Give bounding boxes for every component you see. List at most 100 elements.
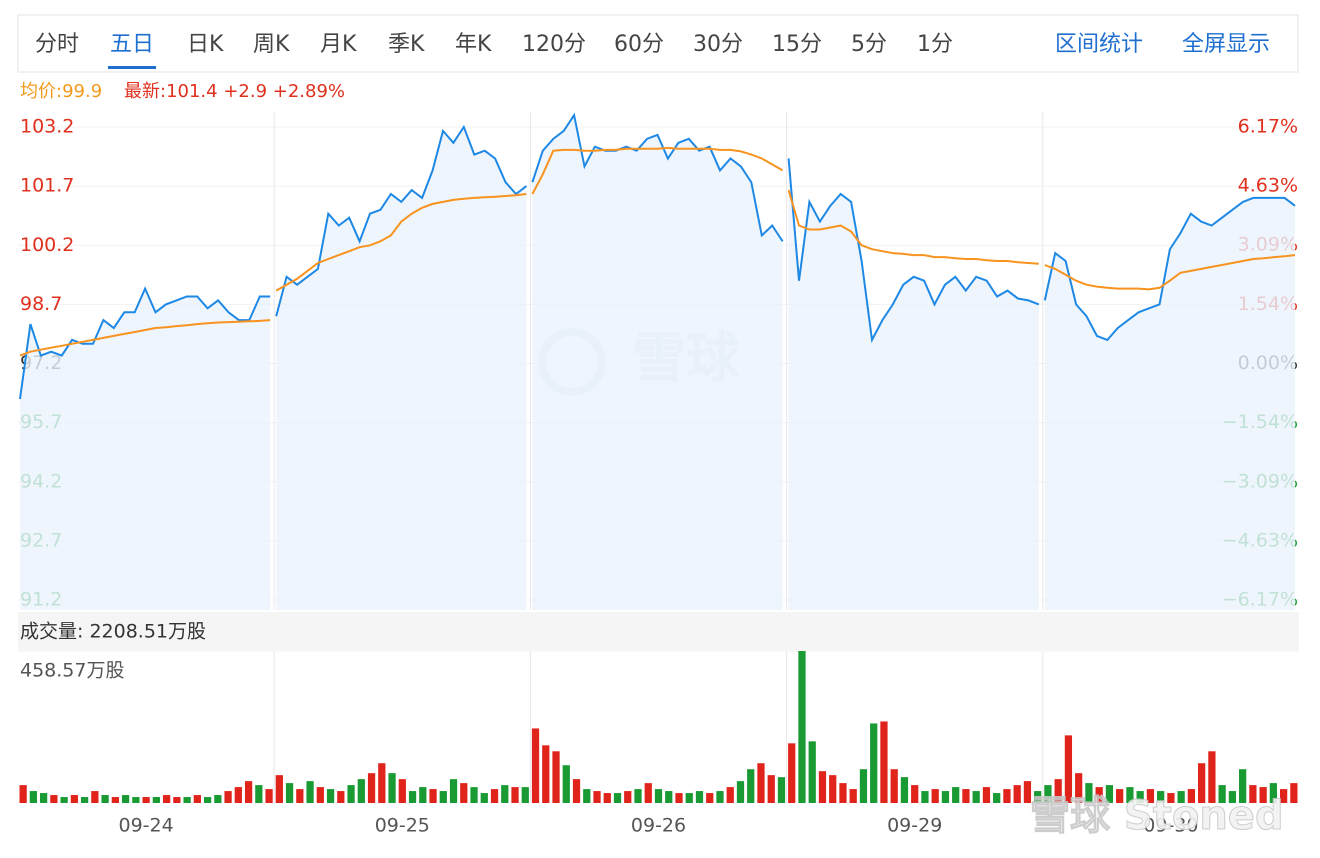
volume-bar: [685, 793, 693, 803]
volume-bar: [173, 797, 181, 803]
price-line: [19, 319, 271, 357]
volume-bar: [1136, 791, 1144, 803]
volume-bar: [29, 791, 37, 803]
x-tick-label: 09-25: [375, 815, 430, 837]
average-price: 均价:99.9: [20, 81, 102, 102]
volume-bar: [183, 797, 191, 803]
volume-bar: [931, 789, 939, 803]
volume-bar: [613, 793, 622, 803]
tab[interactable]: 季K: [388, 32, 425, 57]
volume-bar: [603, 793, 611, 803]
volume-bar: [39, 793, 48, 803]
volume-bar: [1054, 779, 1062, 803]
volume-bar: [480, 793, 488, 803]
volume-bar: [1034, 791, 1042, 803]
header-link[interactable]: 区间统计: [1055, 32, 1143, 57]
volume-bar: [880, 721, 888, 803]
volume-title: 成交量: 2208.51万股: [20, 621, 206, 643]
x-tick-label: 09-26: [631, 815, 686, 837]
volume-bar: [736, 781, 745, 803]
tab[interactable]: 30分: [693, 32, 743, 57]
volume-bar: [849, 789, 857, 803]
volume-bar: [501, 785, 509, 803]
volume-bar: [419, 787, 427, 803]
tab[interactable]: 15分: [772, 32, 822, 57]
volume-bar: [829, 775, 837, 803]
volume-bar: [337, 791, 345, 803]
volume-bar: [562, 765, 570, 803]
volume-bar: [388, 773, 396, 803]
volume-bar: [521, 787, 529, 803]
volume-bar: [1085, 783, 1093, 803]
volume-bar: [1177, 791, 1185, 803]
y-tick-label: 101.7: [20, 175, 74, 197]
price-line: [1044, 254, 1296, 291]
tab[interactable]: 60分: [614, 32, 664, 57]
price-line: [275, 193, 527, 292]
volume-bar: [962, 789, 970, 803]
tab[interactable]: 日K: [187, 32, 224, 57]
volume-bar: [644, 783, 652, 803]
volume-bar: [941, 791, 950, 803]
y-tick-label: 103.2: [20, 116, 74, 138]
tab-bar: [17, 14, 1299, 73]
tab[interactable]: 五日: [110, 32, 154, 57]
volume-bar: [706, 793, 714, 803]
volume-bar: [583, 789, 591, 803]
volume-bar: [224, 791, 232, 803]
volume-bar: [306, 781, 314, 803]
volume-bar: [665, 791, 673, 803]
header-link[interactable]: 全屏显示: [1182, 32, 1270, 57]
volume-bar: [1198, 763, 1206, 803]
price-line: [275, 124, 528, 317]
volume-bar: [121, 795, 130, 803]
price-area: [1044, 197, 1295, 610]
volume-bar: [19, 785, 27, 803]
latest-price: 最新:101.4 +2.9 +2.89%: [124, 81, 345, 102]
volume-bar: [726, 787, 734, 803]
volume-bar: [1239, 769, 1247, 803]
tab[interactable]: 周K: [253, 32, 290, 57]
volume-bar: [634, 789, 642, 803]
volume-bar: [552, 751, 560, 803]
y-tick-label: 98.7: [20, 293, 62, 315]
volume-bar: [470, 787, 478, 803]
volume-bar: [1105, 785, 1114, 803]
price-line: [19, 286, 271, 400]
volume-bar: [429, 789, 437, 803]
volume-bar: [152, 797, 160, 803]
volume-bar: [654, 789, 663, 803]
price-area: [788, 158, 1039, 610]
volume-bar: [972, 791, 980, 803]
volume-bar: [244, 781, 253, 803]
volume-bar: [952, 787, 960, 803]
volume-bar: [1259, 787, 1267, 803]
volume-bar: [1003, 789, 1011, 803]
corner-watermark: 雪球 Stoned: [1030, 793, 1284, 839]
volume-bar: [859, 769, 868, 803]
volume-bar: [593, 791, 601, 803]
volume-bar: [767, 775, 775, 803]
volume-bar: [142, 797, 150, 803]
price-line: [531, 146, 784, 195]
volume-bar: [60, 797, 68, 803]
tab[interactable]: 分时: [35, 32, 79, 57]
tab[interactable]: 年K: [455, 32, 492, 57]
price-line: [531, 112, 784, 242]
x-tick-label: 09-24: [118, 815, 173, 837]
volume-bar: [193, 795, 201, 803]
volume-bar: [1126, 787, 1134, 803]
tab[interactable]: 月K: [320, 32, 357, 57]
volume-bar: [1013, 785, 1021, 803]
volume-bar: [982, 787, 991, 803]
volume-bar: [921, 791, 929, 803]
volume-bar: [296, 789, 304, 803]
volume-bar: [367, 773, 376, 803]
x-tick-label: 09-29: [887, 815, 942, 837]
volume-bar: [716, 791, 724, 803]
volume-bar: [347, 785, 355, 803]
tab[interactable]: 1分: [917, 32, 953, 57]
tab[interactable]: 5分: [851, 32, 887, 57]
volume-bar: [1187, 789, 1196, 803]
tab[interactable]: 120分: [522, 32, 586, 57]
